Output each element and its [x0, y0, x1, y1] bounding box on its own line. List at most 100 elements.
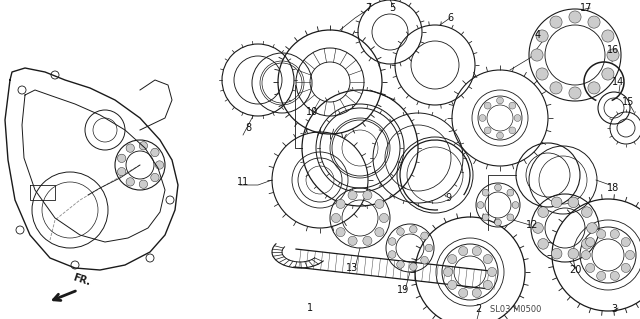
Circle shape: [425, 244, 433, 252]
Circle shape: [363, 236, 372, 245]
Circle shape: [568, 249, 579, 259]
Circle shape: [536, 68, 548, 80]
Circle shape: [532, 223, 543, 233]
Circle shape: [497, 97, 504, 104]
Circle shape: [550, 82, 562, 94]
Text: 2: 2: [475, 304, 481, 314]
Text: 6: 6: [447, 13, 453, 23]
Circle shape: [388, 238, 396, 245]
Text: 8: 8: [245, 123, 251, 133]
Circle shape: [447, 280, 457, 289]
Circle shape: [582, 207, 592, 218]
Circle shape: [621, 238, 630, 247]
Circle shape: [483, 280, 492, 289]
Circle shape: [348, 236, 357, 245]
Circle shape: [482, 214, 489, 221]
Circle shape: [118, 154, 126, 162]
Circle shape: [569, 87, 581, 99]
Circle shape: [397, 228, 404, 235]
Text: 14: 14: [612, 77, 624, 87]
Circle shape: [582, 239, 592, 249]
Circle shape: [336, 227, 345, 237]
Circle shape: [140, 142, 148, 150]
Circle shape: [126, 178, 134, 186]
Circle shape: [607, 49, 619, 61]
Circle shape: [484, 102, 491, 109]
Text: 18: 18: [607, 183, 619, 193]
Circle shape: [551, 197, 562, 208]
Circle shape: [388, 251, 396, 258]
Circle shape: [550, 16, 562, 28]
Circle shape: [536, 30, 548, 42]
Circle shape: [420, 256, 428, 264]
Text: 19: 19: [397, 285, 409, 295]
Text: 4: 4: [535, 30, 541, 40]
Circle shape: [621, 263, 630, 272]
Circle shape: [551, 249, 562, 259]
Text: 13: 13: [346, 263, 358, 273]
Circle shape: [397, 261, 404, 268]
Circle shape: [477, 202, 484, 208]
Circle shape: [336, 199, 345, 208]
Circle shape: [497, 132, 504, 139]
Circle shape: [484, 127, 491, 134]
Circle shape: [118, 167, 126, 176]
Circle shape: [495, 219, 501, 226]
Text: 17: 17: [580, 3, 592, 13]
Circle shape: [151, 173, 159, 182]
Circle shape: [375, 199, 384, 208]
Circle shape: [586, 238, 595, 247]
Circle shape: [140, 180, 148, 189]
Circle shape: [602, 68, 614, 80]
Circle shape: [375, 227, 384, 237]
Circle shape: [488, 267, 497, 277]
Circle shape: [482, 189, 489, 196]
Circle shape: [479, 115, 486, 122]
Text: 20: 20: [569, 265, 581, 275]
Circle shape: [582, 250, 591, 260]
Circle shape: [447, 255, 457, 263]
Circle shape: [569, 11, 581, 23]
Circle shape: [509, 127, 516, 134]
Circle shape: [472, 288, 481, 298]
Text: 15: 15: [622, 97, 634, 107]
Circle shape: [588, 16, 600, 28]
Circle shape: [610, 229, 620, 239]
Text: 10: 10: [306, 107, 318, 117]
Circle shape: [568, 197, 579, 208]
Circle shape: [472, 247, 481, 256]
Text: SL03 M0500: SL03 M0500: [490, 306, 541, 315]
Text: 3: 3: [611, 304, 617, 314]
Circle shape: [332, 213, 340, 223]
Circle shape: [586, 263, 595, 272]
Circle shape: [587, 223, 597, 233]
Circle shape: [410, 263, 417, 271]
Circle shape: [348, 191, 357, 200]
Text: FR.: FR.: [72, 272, 92, 287]
Circle shape: [531, 49, 543, 61]
Circle shape: [514, 115, 521, 122]
Circle shape: [410, 226, 417, 233]
Circle shape: [602, 30, 614, 42]
Circle shape: [538, 207, 548, 218]
Text: 12: 12: [526, 220, 538, 230]
Circle shape: [625, 250, 634, 260]
Text: 1: 1: [307, 303, 313, 313]
Text: 9: 9: [445, 193, 451, 203]
Circle shape: [588, 82, 600, 94]
Circle shape: [363, 191, 372, 200]
Circle shape: [459, 247, 468, 256]
Circle shape: [380, 213, 388, 223]
Circle shape: [596, 271, 606, 280]
Circle shape: [151, 148, 159, 157]
Text: 7: 7: [365, 3, 371, 13]
Circle shape: [507, 214, 514, 221]
Circle shape: [596, 229, 606, 239]
Circle shape: [420, 232, 428, 240]
Circle shape: [126, 144, 134, 152]
Circle shape: [459, 288, 468, 298]
Text: 16: 16: [607, 45, 619, 55]
Circle shape: [512, 202, 519, 208]
Circle shape: [483, 255, 492, 263]
Circle shape: [509, 102, 516, 109]
